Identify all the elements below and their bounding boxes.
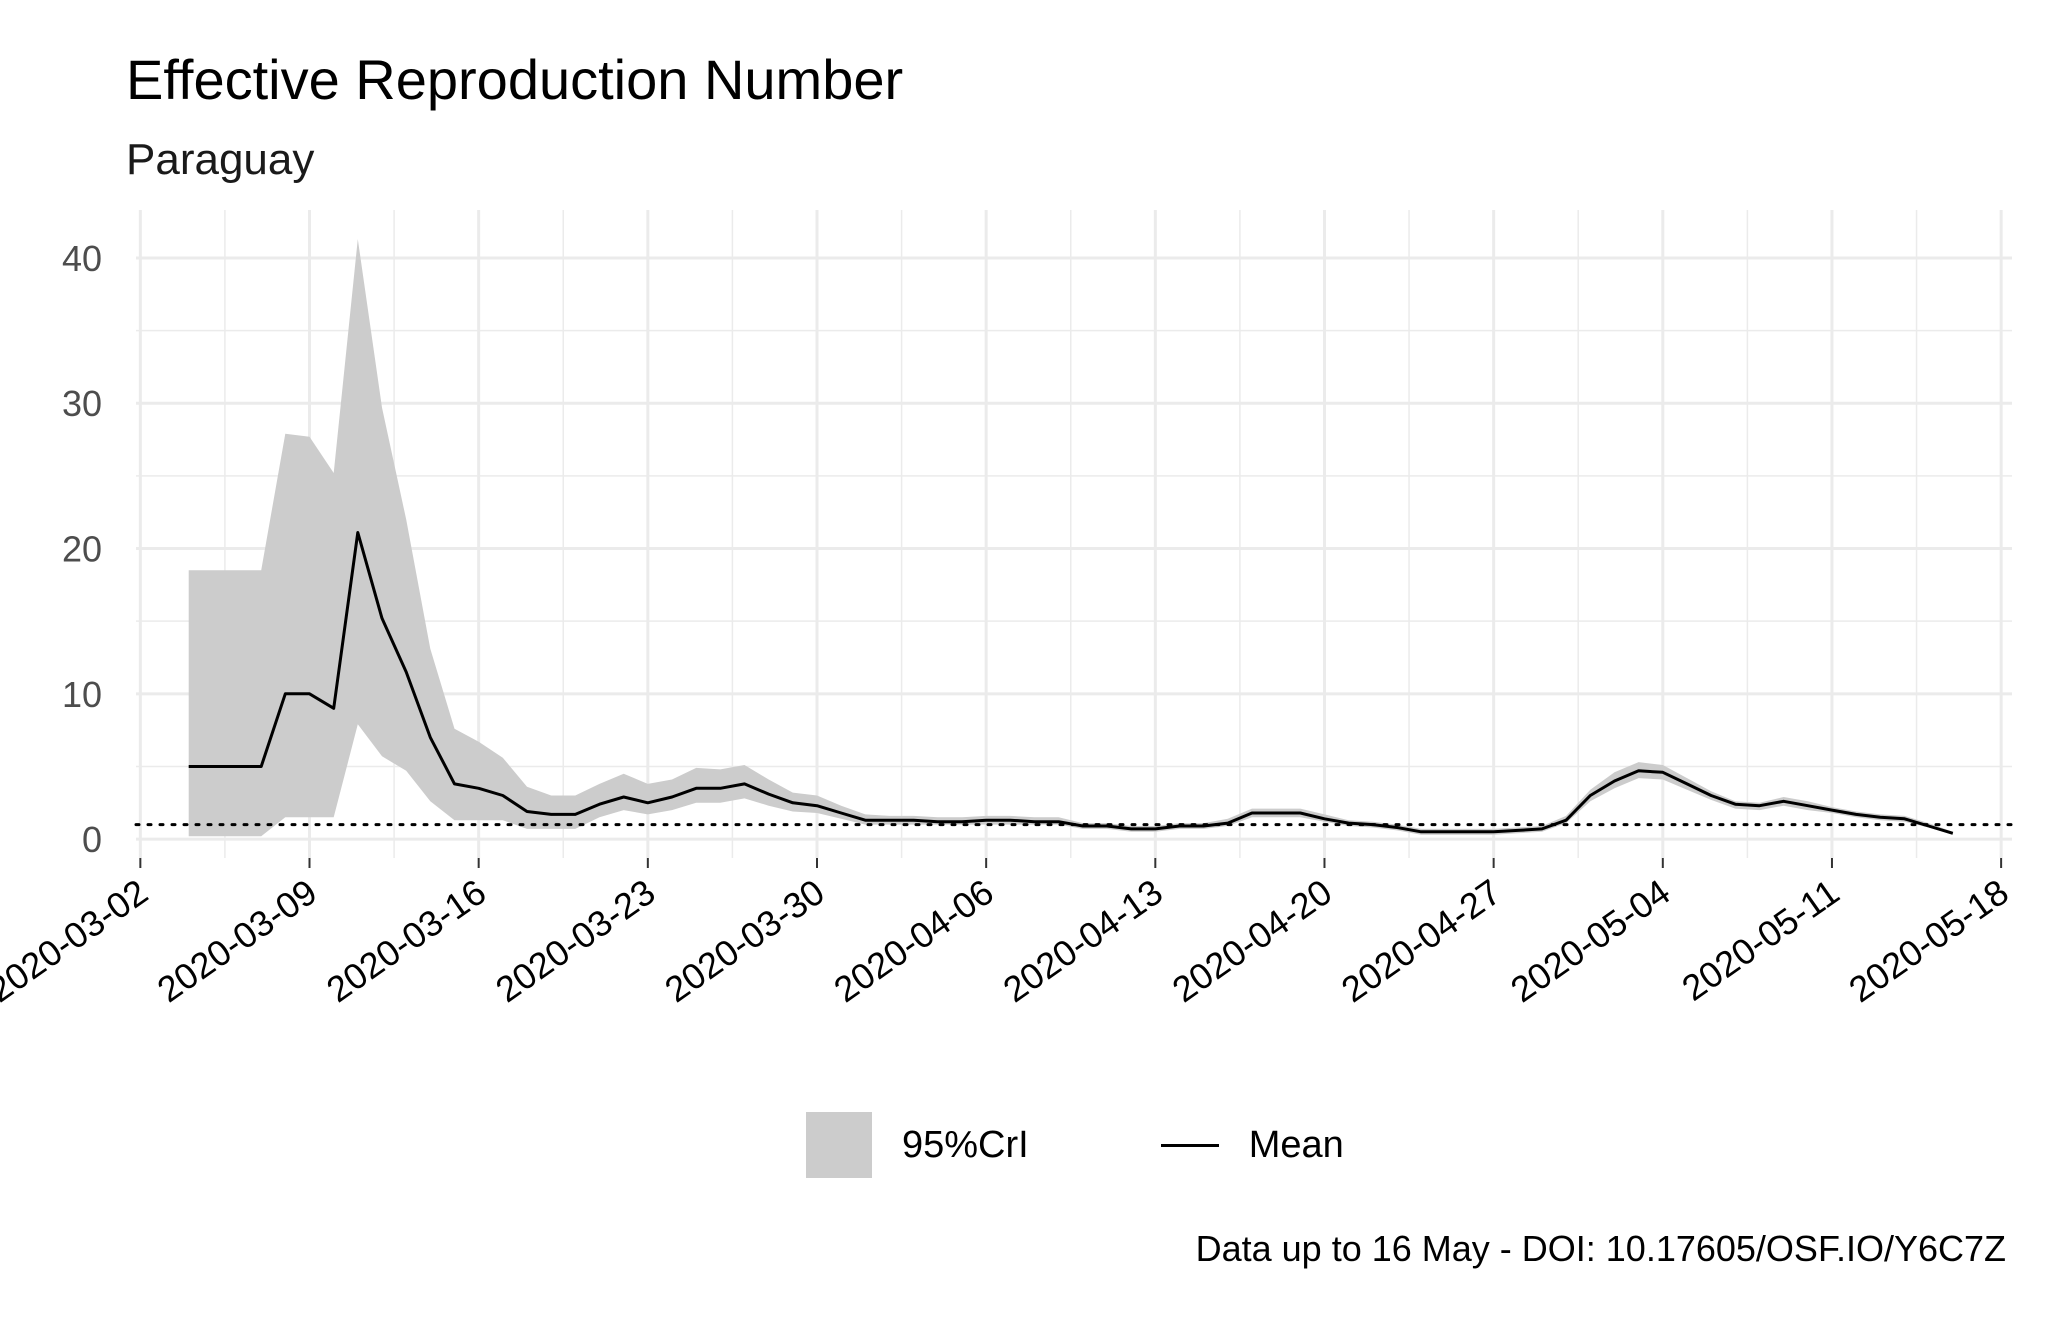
x-tick-label: 2020-05-04 [1503, 871, 1677, 1010]
y-tick-label: 0 [82, 819, 102, 860]
legend: 95%CrI Mean [806, 1112, 1344, 1178]
x-axis-ticks: 2020-03-022020-03-092020-03-162020-03-23… [0, 858, 2016, 1010]
y-tick-label: 10 [62, 674, 102, 715]
x-tick-label: 2020-05-18 [1841, 871, 2015, 1010]
x-tick-label: 2020-03-16 [319, 871, 493, 1010]
chart-caption: Data up to 16 May - DOI: 10.17605/OSF.IO… [1195, 1228, 2006, 1269]
x-tick-label: 2020-03-09 [150, 871, 324, 1010]
x-tick-label: 2020-04-13 [996, 871, 1170, 1010]
x-tick-label: 2020-04-06 [826, 871, 1000, 1010]
legend-label-line: Mean [1248, 1123, 1344, 1166]
x-tick-label: 2020-03-30 [657, 871, 831, 1010]
y-axis-ticks: 0 10 20 30 40 [62, 238, 102, 860]
credible-interval-band [188, 239, 1953, 837]
x-tick-label: 2020-03-02 [0, 871, 155, 1010]
y-tick-label: 40 [62, 238, 102, 279]
legend-label-band: 95%CrI [902, 1123, 1029, 1166]
legend-key-line [1160, 1143, 1219, 1147]
x-tick-label: 2020-04-27 [1334, 871, 1508, 1010]
chart-subtitle: Paraguay [126, 135, 315, 184]
y-tick-label: 30 [62, 383, 102, 424]
band-95-crl [188, 239, 1953, 837]
mean-line-layer [188, 531, 1954, 835]
x-tick-label: 2020-05-11 [1674, 871, 1846, 1009]
chart-title: Effective Reproduction Number [126, 48, 904, 111]
legend-key-band [806, 1112, 872, 1178]
x-tick-label: 2020-03-23 [488, 871, 662, 1010]
x-tick-label: 2020-04-20 [1165, 871, 1339, 1010]
mean-line [188, 531, 1954, 835]
y-tick-label: 20 [62, 529, 102, 570]
